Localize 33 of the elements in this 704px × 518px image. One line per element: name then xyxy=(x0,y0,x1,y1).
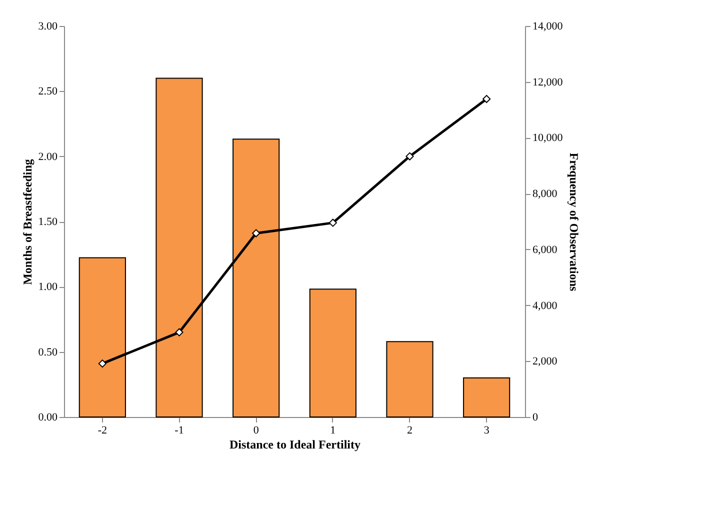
y-tick-label: 0.50 xyxy=(38,346,58,358)
x-tick-label: -2 xyxy=(98,424,108,436)
x-tick-label: 0 xyxy=(253,424,260,436)
point xyxy=(98,360,106,368)
point xyxy=(406,152,414,160)
bar xyxy=(386,341,434,418)
y2-axis-title: Frequency of Observations xyxy=(566,152,581,292)
y-tick-label: 1.00 xyxy=(38,281,58,294)
y2-tick-label: 8,000 xyxy=(532,188,558,200)
x-tick-label: 2 xyxy=(407,424,412,436)
y2-tick-label: 12,000 xyxy=(532,76,564,88)
y-tick-label: 1.50 xyxy=(38,216,58,228)
y2-tick-label: 0 xyxy=(532,412,538,424)
y-tick-label: 0.00 xyxy=(38,412,58,424)
y-axis-title: Months of Breastfeeding xyxy=(20,159,34,285)
y2-tick-label: 14,000 xyxy=(532,20,564,32)
y2-tick-label: 4,000 xyxy=(532,300,558,312)
y-tick-label: 2.50 xyxy=(38,86,58,98)
bar xyxy=(463,377,510,418)
point xyxy=(328,218,337,227)
y-tick-label: 2.00 xyxy=(38,150,58,163)
y2-tick-label: 2,000 xyxy=(532,356,558,368)
bar xyxy=(309,288,356,418)
x-tick-label: 3 xyxy=(484,424,490,436)
y2-tick-label: 10,000 xyxy=(532,132,564,144)
point xyxy=(175,328,184,336)
y2-tick-label: 6,000 xyxy=(532,244,558,256)
x-tick-label: 1 xyxy=(330,424,336,436)
point xyxy=(252,229,260,238)
point xyxy=(482,94,491,104)
x-tick-label: -1 xyxy=(174,424,184,436)
y-tick-label: 3.00 xyxy=(38,20,58,32)
x-axis-title: Distance to Ideal Fertility xyxy=(230,438,360,452)
